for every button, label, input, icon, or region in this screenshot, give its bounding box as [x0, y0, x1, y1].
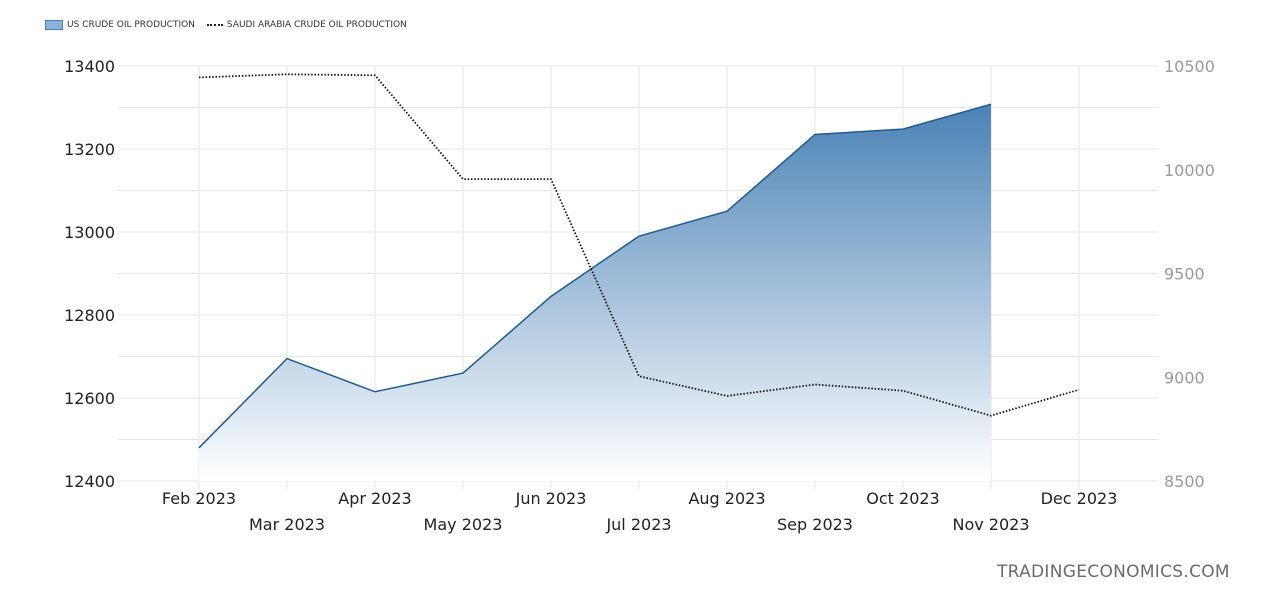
us-production-area: [199, 104, 991, 482]
x-tick-label: Nov 2023: [952, 515, 1029, 534]
x-tick-label: Mar 2023: [249, 515, 325, 534]
y-right-tick-label: 10000: [1164, 161, 1215, 180]
y-left-tick-label: 13000: [64, 223, 115, 242]
x-tick-label: Oct 2023: [866, 489, 939, 508]
plot-area: [199, 104, 991, 482]
watermark: TRADINGECONOMICS.COM: [997, 562, 1230, 582]
legend: US CRUDE OIL PRODUCTION SAUDI ARABIA CRU…: [45, 20, 419, 30]
y-left-tick-label: 13200: [64, 140, 115, 159]
x-tick-label: Aug 2023: [688, 489, 765, 508]
series-lines: [198, 73, 1080, 449]
legend-item-saudi[interactable]: SAUDI ARABIA CRUDE OIL PRODUCTION: [206, 20, 407, 30]
y-left-tick-label: 12400: [64, 472, 115, 491]
y-left-tick-label: 13400: [64, 57, 115, 76]
legend-label-saudi: SAUDI ARABIA CRUDE OIL PRODUCTION: [226, 20, 407, 30]
x-tick-label: Jun 2023: [515, 489, 587, 508]
legend-swatch-saudi: [206, 24, 223, 26]
x-tick-label: Feb 2023: [162, 489, 236, 508]
y-axis-left: 12400 12600 12800 13000 13200 13400: [64, 57, 115, 491]
y-right-tick-label: 9500: [1164, 265, 1205, 284]
y-right-tick-label: 10500: [1164, 57, 1215, 76]
x-tick-label: May 2023: [424, 515, 503, 534]
us-production-line: [198, 103, 992, 449]
x-tick-label: Dec 2023: [1041, 489, 1118, 508]
x-tick-label: Apr 2023: [338, 489, 411, 508]
legend-item-us[interactable]: US CRUDE OIL PRODUCTION: [45, 20, 195, 30]
y-right-tick-label: 9000: [1164, 368, 1205, 387]
x-tick-label: Jul 2023: [605, 515, 671, 534]
x-tick-label: Sep 2023: [777, 515, 853, 534]
y-axis-right: 8500 9000 9500 10000 10500: [1164, 57, 1215, 491]
x-axis: Feb 2023 Mar 2023 Apr 2023 May 2023 Jun 2023…: [162, 489, 1117, 534]
legend-label-us: US CRUDE OIL PRODUCTION: [67, 20, 195, 30]
y-left-tick-label: 12600: [64, 389, 115, 408]
legend-swatch-us: [45, 20, 63, 30]
y-right-tick-label: 8500: [1164, 472, 1205, 491]
y-left-tick-label: 12800: [64, 306, 115, 325]
